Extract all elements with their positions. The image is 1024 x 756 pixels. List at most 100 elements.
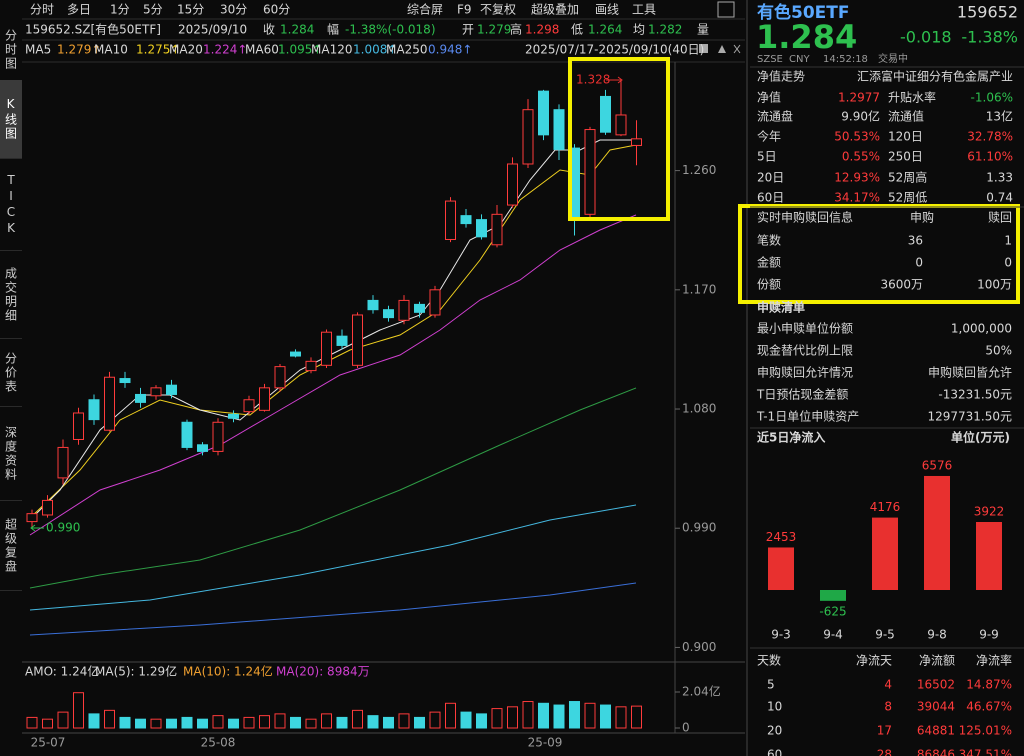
side-tab[interactable]: K线图 [0,80,22,159]
period-tab[interactable]: 1分 [110,3,130,17]
side-tab[interactable]: TICK [0,160,22,251]
side-tab-label[interactable]: 成交明细 [3,267,18,323]
tool-button[interactable]: 画线 [595,3,619,17]
sub-header: 申购 [910,210,934,225]
candle-body [507,163,518,206]
side-tab[interactable]: 超级复盘 [0,502,22,591]
period-tab[interactable]: 30分 [220,3,247,17]
side-tab[interactable]: 成交明细 [0,252,22,339]
sub-label: 份额 [757,278,781,292]
period-tab[interactable]: 分时 [30,3,54,17]
tool-button[interactable]: 工具 [632,3,656,17]
high-label: 1.328 [576,73,610,87]
tool-button[interactable]: 超级叠加 [531,2,579,17]
flow-value: 2453 [766,530,797,544]
icon[interactable] [717,1,735,18]
fund-code: 159652 [957,3,1018,22]
list-label: 现金替代比例上限 [757,343,853,358]
volume-bar [584,702,596,729]
side-tab-label[interactable]: K线图 [3,97,18,141]
candle-body [460,215,472,225]
side-tab-label[interactable]: 超级复盘 [3,518,18,574]
stat-label: 120日 [888,130,923,144]
candle-body [522,109,534,165]
candle-body [631,138,642,146]
period-tab[interactable]: 5分 [143,3,163,17]
side-tab[interactable]: 深度资料 [0,408,22,501]
candle-body [398,299,410,321]
ma-name: MA5 [25,43,51,57]
meta: CNY [789,54,810,65]
ma-value: 0.948↑ [428,43,472,57]
candle-body [73,412,84,440]
volume-bar [600,704,611,729]
tool-button[interactable]: 综合屏 [407,2,443,17]
ma-line [29,214,637,536]
side-tab[interactable]: 分价表 [0,340,22,407]
y-tick-label: 1.170 [682,282,716,296]
icon[interactable] [699,44,708,53]
list-label: 最小申赎单位份额 [757,321,853,336]
candle-body [181,421,193,448]
volume-header: MA(10): 1.24亿 [183,664,273,679]
period-tab[interactable]: 60分 [263,3,290,17]
volume-bar [135,718,146,729]
arrow [30,524,36,532]
volume-bar [274,713,286,729]
table-cell: 28 [877,748,892,756]
ma-name: MA120 [311,43,352,57]
candle-body [600,95,611,133]
ma-value: 1.224↑ [203,43,247,57]
ma-name: MA20 [169,43,203,57]
volume-bar [259,715,270,729]
candle-body [150,387,162,397]
volume-bar [615,706,627,729]
table-cell: 5 [767,678,775,692]
candle-body [119,378,131,384]
quote-label: 收 [263,23,275,37]
quote-label: 高 [510,22,522,37]
table-cell: 10 [767,700,782,714]
flow-category: 9-8 [927,628,947,642]
volume-bar [197,718,208,729]
stat-label: 流通值 [888,109,924,124]
period-tab[interactable]: 15分 [177,3,204,17]
side-tab-label[interactable]: 深度资料 [3,426,18,482]
flow-bar [768,547,794,590]
volume-bar [383,716,394,729]
meta: 14:52:18 [823,54,868,65]
icon[interactable] [718,45,726,53]
meta: 交易中 [878,52,908,65]
tool-button[interactable]: F9 [457,3,472,17]
period-tab[interactable]: 多日 [67,3,91,17]
table-cell: 14.87% [966,678,1012,692]
side-tab[interactable]: 分时图 [0,20,22,81]
quote-value: 1.264 [588,23,622,37]
volume-header: MA(5): 1.29亿 [95,664,177,679]
date-label: 25-07 [31,736,66,750]
quote-value: 1.282 [648,23,682,37]
stat-label: 5日 [757,150,777,164]
volume-bar [26,716,38,729]
volume-bar [321,713,332,729]
icon[interactable] [733,44,741,54]
volume-bar [429,711,441,729]
table-cell: 347.51% [959,748,1012,756]
quote-label: 量 [697,23,709,37]
side-tab-label[interactable]: TICK [4,173,18,237]
flow-value: 6576 [922,458,953,472]
list-value: 申购赎回皆允许 [928,365,1012,380]
volume-bar [367,715,379,729]
side-tab-label[interactable]: 分价表 [3,352,18,394]
tool-button[interactable]: 不复权 [480,3,516,17]
volume-bar [538,702,549,729]
sub-value: 0 [1004,256,1012,270]
side-tab-label[interactable]: 分时图 [3,29,18,71]
candle-body [104,376,115,431]
candle-body [274,366,286,389]
ma-name: MA60 [245,43,279,57]
quote-label: 均 [633,23,645,37]
table-cell: 8 [884,700,892,714]
candle-body [290,351,301,357]
fund-full-name: 汇添富中证细分有色金属产业 [857,69,1013,84]
